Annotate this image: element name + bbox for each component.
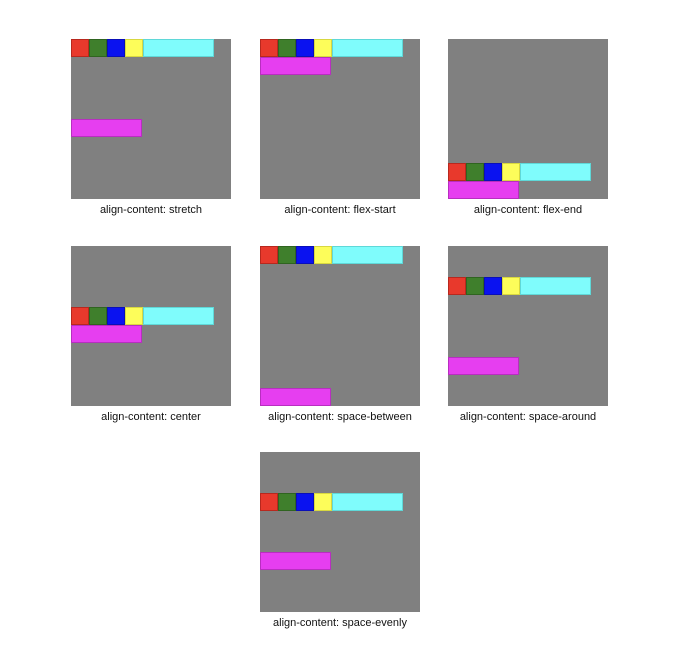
item-blue [107,307,125,325]
item-red [71,307,89,325]
item-yellow [125,39,143,57]
item-blue [296,246,314,264]
demo-space-evenly: align-content: space-evenly [260,452,420,629]
item-green [89,307,107,325]
flex-line-2 [260,57,331,75]
item-cyan [520,277,591,295]
item-blue [107,39,125,57]
flex-container [448,246,608,406]
item-red [260,39,278,57]
flex-line-2 [260,552,331,570]
item-yellow [502,163,520,181]
item-cyan [143,307,214,325]
item-green [278,246,296,264]
flex-container [448,39,608,199]
item-green [278,493,296,511]
item-blue [484,163,502,181]
caption: align-content: space-evenly [273,617,407,629]
caption: align-content: space-around [459,411,597,423]
item-cyan [520,163,591,181]
item-red [71,39,89,57]
flex-line-1 [260,493,403,511]
flex-line-2 [260,388,331,406]
item-yellow [125,307,143,325]
item-blue [484,277,502,295]
demo-space-between: align-content: space-between [260,246,420,423]
item-blue [296,493,314,511]
flex-line-2 [71,119,142,137]
demo-flex-start: align-content: flex-start [260,39,420,216]
item-blue [296,39,314,57]
flex-line-1 [448,163,591,181]
item-magenta [71,119,142,137]
caption: align-content: flex-end [473,204,583,216]
item-yellow [314,493,332,511]
item-yellow [502,277,520,295]
flex-container [260,246,420,406]
item-green [466,163,484,181]
item-magenta [260,57,331,75]
flex-line-1 [448,277,591,295]
flex-line-1 [71,39,214,57]
item-green [89,39,107,57]
flex-line-1 [260,246,403,264]
caption: align-content: stretch [99,204,203,216]
flex-container [71,39,231,199]
demo-center: align-content: center [71,246,231,423]
item-green [466,277,484,295]
flex-container [71,246,231,406]
item-magenta [448,181,519,199]
item-red [448,163,466,181]
item-magenta [448,357,519,375]
item-magenta [71,325,142,343]
item-cyan [143,39,214,57]
demo-stretch: align-content: stretch [71,39,231,216]
item-cyan [332,246,403,264]
item-green [278,39,296,57]
item-red [260,246,278,264]
flex-container [260,452,420,612]
item-red [448,277,466,295]
item-magenta [260,552,331,570]
demo-flex-end: align-content: flex-end [448,39,608,216]
flex-line-1 [71,307,214,325]
flex-line-1 [260,39,403,57]
item-red [260,493,278,511]
item-yellow [314,246,332,264]
demo-space-around: align-content: space-around [448,246,608,423]
flex-line-2 [448,181,519,199]
caption: align-content: flex-start [284,204,396,216]
item-magenta [260,388,331,406]
flex-line-2 [448,357,519,375]
flex-line-2 [71,325,142,343]
caption: align-content: center [101,411,201,423]
item-cyan [332,493,403,511]
item-yellow [314,39,332,57]
item-cyan [332,39,403,57]
flex-container [260,39,420,199]
caption: align-content: space-between [268,411,412,423]
